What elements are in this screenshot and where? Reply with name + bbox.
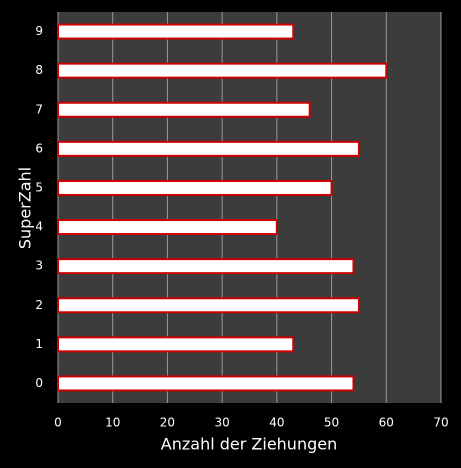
bar [57,336,295,353]
y-tick-label: 8 [35,63,43,77]
bar [57,23,295,40]
bar [57,140,360,157]
y-tick-label: 2 [35,298,43,312]
x-tick-label: 10 [105,416,120,430]
x-axis-label: Anzahl der Ziehungen [161,435,337,454]
bar [57,101,311,118]
y-tick-label: 1 [35,337,43,351]
y-tick-label: 0 [35,376,43,390]
y-tick-label: 9 [35,24,43,38]
y-tick-label: 4 [35,220,43,234]
x-tick-label: 30 [215,416,230,430]
bar [57,258,355,275]
x-tick-label: 70 [433,416,448,430]
x-tick-label: 20 [160,416,175,430]
y-tick-label: 7 [35,102,43,116]
y-tick-label: 3 [35,259,43,273]
y-tick-label: 6 [35,141,43,155]
y-tick-label: 5 [35,180,43,194]
x-tick-label: 60 [379,416,394,430]
bar [57,375,355,392]
x-tick-label: 40 [269,416,284,430]
bar [57,219,278,236]
x-tick-label: 0 [54,416,62,430]
x-tick-label: 50 [324,416,339,430]
bar [57,297,360,314]
bar [57,179,333,196]
y-axis-label: SuperZahl [16,167,35,249]
bar [57,62,388,79]
